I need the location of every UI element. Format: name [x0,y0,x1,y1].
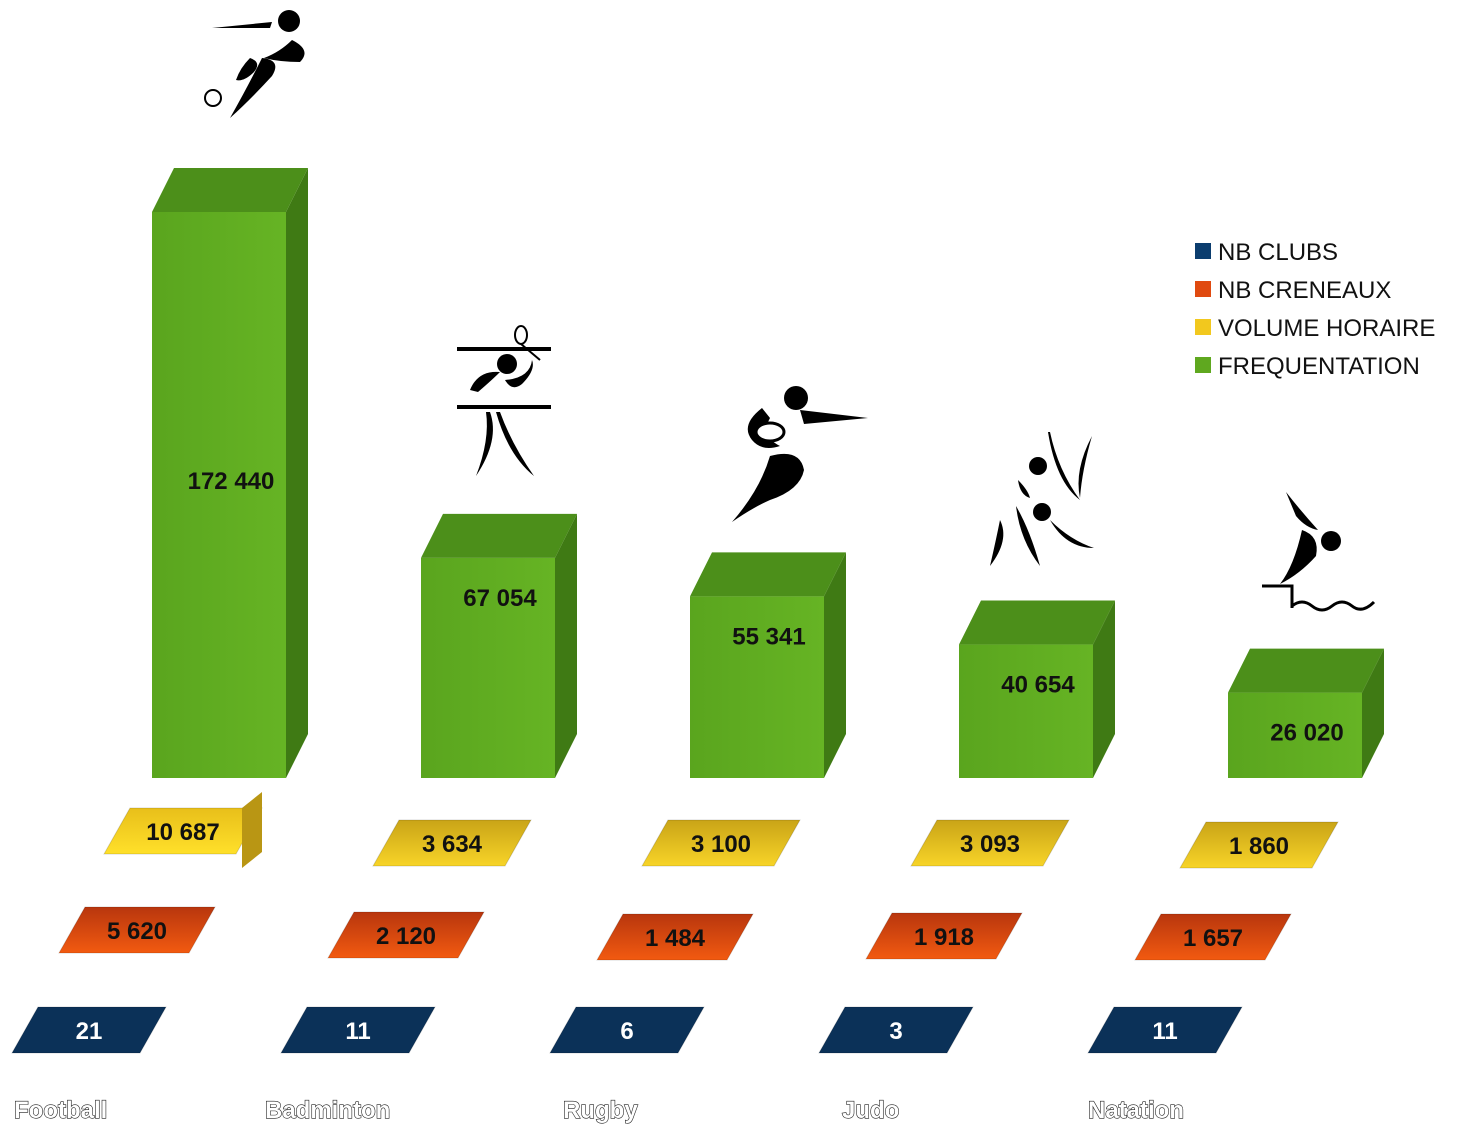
legend-label: NB CLUBS [1218,239,1338,266]
legend-swatch [1195,243,1211,259]
category-label-rugby: Rugby [563,1097,638,1124]
frequentation-value-label: 40 654 [1001,672,1075,699]
legend-swatch [1195,357,1211,373]
frequentation-value-label: 26 020 [1270,720,1343,747]
volume-horaire-value-label: 10 687 [146,819,219,846]
nb-clubs-bar-rugby: 6 [549,1006,705,1054]
swimming-icon [1262,492,1376,612]
category-label-natation: Natation [1088,1097,1184,1124]
nb-clubs-bar-judo: 3 [818,1006,974,1054]
nb-creneaux-value-label: 2 120 [376,923,436,950]
nb-clubs-value-label: 11 [345,1018,370,1045]
frequentation-value-label: 172 440 [188,468,275,495]
volume-horaire-value-label: 3 100 [691,831,751,858]
rugby-icon [732,386,868,522]
legend-item-volume-horaire: VOLUME HORAIRE [1195,315,1435,342]
nb-clubs-bar-natation: 11 [1087,1006,1243,1054]
volume-horaire-bar-football: 10 687 [103,807,263,855]
nb-clubs-series: 21 11 6 3 11 [11,1006,1243,1054]
volume-horaire-value-label: 3 634 [422,831,483,858]
volume-horaire-bar-side [242,792,262,868]
nb-creneaux-bar-natation: 1 657 [1134,913,1292,961]
frequentation-bar-rugby: 55 341 [690,552,846,778]
category-label-judo: Judo [842,1097,899,1124]
category-labels: Football Badminton Rugby Judo Natation [13,1096,1184,1124]
nb-clubs-value-label: 3 [889,1018,902,1045]
legend-item-nb-creneaux: NB CRENEAUX [1195,277,1391,304]
volume-horaire-bar-judo: 3 093 [910,819,1070,867]
legend-label: FREQUENTATION [1218,353,1420,380]
nb-clubs-value-label: 6 [620,1018,633,1045]
volume-horaire-value-label: 1 860 [1229,833,1289,860]
nb-clubs-bar-football: 21 [11,1006,167,1054]
category-label-badminton: Badminton [265,1097,390,1124]
nb-creneaux-value-label: 1 657 [1183,925,1243,952]
frequentation-value-label: 67 054 [463,585,537,612]
legend-label: VOLUME HORAIRE [1218,315,1435,342]
legend-item-frequentation: FREQUENTATION [1195,353,1420,380]
nb-creneaux-value-label: 1 918 [914,924,974,951]
frequentation-bar-judo: 40 654 [959,600,1115,778]
frequentation-bar-natation: 26 020 [1228,648,1384,778]
volume-horaire-value-label: 3 093 [960,831,1020,858]
nb-creneaux-bar-football: 5 620 [58,906,216,954]
legend-swatch [1195,281,1211,297]
volume-horaire-series: 10 687 3 634 3 100 3 093 1 860 [103,792,1339,869]
judo-icon [990,432,1094,566]
badminton-icon [457,325,551,476]
volume-horaire-bar-natation: 1 860 [1179,821,1339,869]
nb-creneaux-bar-judo: 1 918 [865,912,1023,960]
legend-item-nb-clubs: NB CLUBS [1195,239,1338,266]
nb-creneaux-bar-badminton: 2 120 [327,911,485,959]
nb-clubs-value-label: 11 [1152,1018,1177,1045]
frequentation-bar-badminton: 67 054 [421,513,577,778]
nb-creneaux-series: 5 620 2 120 1 484 1 918 1 657 [58,906,1292,961]
legend-label: NB CRENEAUX [1218,277,1391,304]
legend: NB CLUBS NB CRENEAUX VOLUME HORAIRE FREQUEN… [1195,239,1435,380]
football-icon [204,10,305,118]
nb-clubs-value-label: 21 [76,1018,103,1045]
frequentation-bar-football: 172 440 [152,168,308,778]
icons-layer [204,10,1376,612]
frequentation-series: 172 440 67 054 55 341 40 654 26 020 [152,168,1384,778]
nb-clubs-bar-badminton: 11 [280,1006,436,1054]
volume-horaire-bar-rugby: 3 100 [641,819,801,867]
legend-swatch [1195,319,1211,335]
frequentation-value-label: 55 341 [732,623,805,650]
nb-creneaux-value-label: 5 620 [107,918,167,945]
category-label-football: Football [14,1097,107,1124]
nb-creneaux-value-label: 1 484 [645,925,706,952]
volume-horaire-bar-badminton: 3 634 [372,819,532,867]
nb-creneaux-bar-rugby: 1 484 [596,913,754,961]
